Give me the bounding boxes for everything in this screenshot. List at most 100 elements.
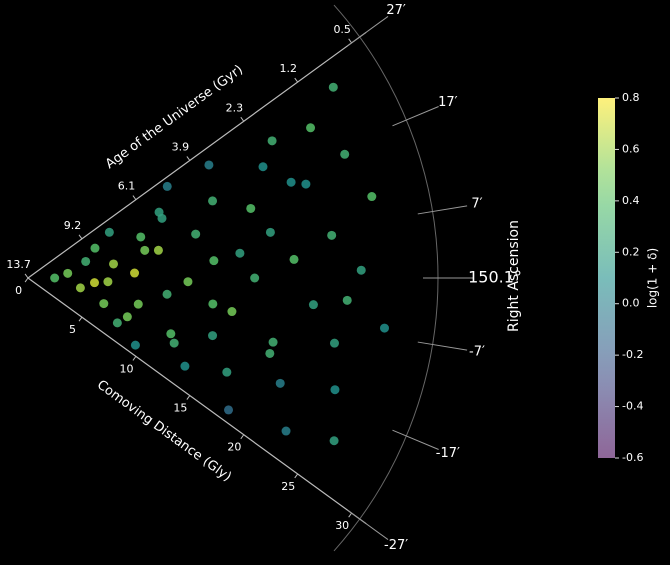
galaxy-point [340,149,350,159]
galaxy-point [379,323,389,333]
galaxy-point [63,268,73,278]
galaxy-point [50,273,60,283]
galaxy-point [327,230,337,240]
age-tick [186,156,191,161]
galaxy-point [162,181,172,191]
galaxy-point [90,243,100,253]
age-tick [78,234,83,240]
angle-tick [417,341,468,351]
galaxy-point [246,203,256,213]
galaxy-point [308,300,318,310]
galaxy-point [265,348,275,358]
galaxy-point [90,278,100,288]
r-tick-label: 25 [281,480,295,493]
colorbar-tick-label: 0.0 [622,297,640,310]
angle-tick-label: 27′ [386,3,406,18]
angle-tick-label: -27′ [384,538,408,553]
r-tick [294,473,299,479]
angle-tick-label: -17′ [436,446,460,461]
cone-edge [27,277,367,525]
outer-arc [333,4,439,552]
galaxy-point [281,426,291,436]
galaxy-point [109,259,119,269]
galaxy-point [162,289,172,299]
galaxy-point [133,299,143,309]
colorbar-tick-label: -0.2 [622,348,643,361]
age-tick [24,273,29,279]
angle-tick [392,429,439,450]
galaxy-point [289,254,299,264]
galaxy-point [136,232,146,242]
galaxy-point [258,162,268,172]
galaxy-point [208,299,218,309]
age-tick-label: 13.7 [6,258,31,271]
age-tick-label: 6.1 [118,180,136,193]
galaxy-point [104,227,114,237]
age-tick [294,77,299,83]
r-tick-label: 15 [173,402,187,415]
age-tick-label: 0.5 [333,23,351,36]
r-tick [348,512,353,518]
age-tick [132,195,137,200]
galaxy-point [130,268,140,278]
r-tick [24,277,29,283]
r-tick-label: 20 [227,441,241,454]
galaxy-point [157,213,167,223]
angle-tick-label: 17′ [438,95,458,110]
galaxy-point [191,229,201,239]
galaxy-point [209,256,219,266]
age-tick [348,38,353,44]
galaxy-point [130,340,140,350]
galaxy-point [204,160,214,170]
colorbar-tick-label: -0.4 [622,400,643,413]
galaxy-point [75,283,85,293]
galaxy-point [112,318,122,328]
angle-tick [347,509,389,540]
galaxy-point [301,179,311,189]
galaxy-point [268,337,278,347]
galaxy-point [250,273,260,283]
galaxy-point [99,299,109,309]
galaxy-point [140,245,150,255]
galaxy-point [208,331,218,341]
colorbar-tick-label: 0.4 [622,194,640,207]
galaxy-point [265,227,275,237]
galaxy-point [81,256,91,266]
galaxy-point [267,136,277,146]
radial-axis-title: Comoving Distance (Gly) [94,377,234,484]
age-tick-label: 9.2 [64,219,82,232]
age-tick-label: 1.2 [280,62,298,75]
angle-tick-label: 7′ [471,197,482,212]
r-tick-label: 0 [15,284,22,297]
angle-tick-label: -7′ [469,344,485,359]
r-tick [240,434,245,440]
angle-tick [417,205,468,215]
r-tick [78,316,83,322]
colorbar-tick-label: -0.6 [622,451,643,464]
galaxy-point [367,192,377,202]
galaxy-point [208,196,218,206]
r-tick-label: 30 [335,519,349,532]
galaxy-point [275,378,285,388]
age-tick [240,116,245,122]
galaxy-point [222,367,232,377]
galaxy-point [356,265,366,275]
galaxy-point [330,385,340,395]
angle-tick-label: 150.1° [468,268,522,287]
r-tick [132,356,137,361]
age-tick-label: 2.3 [226,101,244,114]
galaxy-point [342,295,352,305]
galaxy-point [166,329,176,339]
colorbar [598,98,615,458]
galaxy-point [235,248,245,258]
galaxy-point [169,338,179,348]
galaxy-point [224,405,234,415]
colorbar-tick-label: 0.2 [622,245,640,258]
galaxy-point [227,307,237,317]
r-tick-label: 10 [119,362,133,375]
galaxy-point [306,123,316,133]
galaxy-point [328,82,338,92]
galaxy-point [329,338,339,348]
